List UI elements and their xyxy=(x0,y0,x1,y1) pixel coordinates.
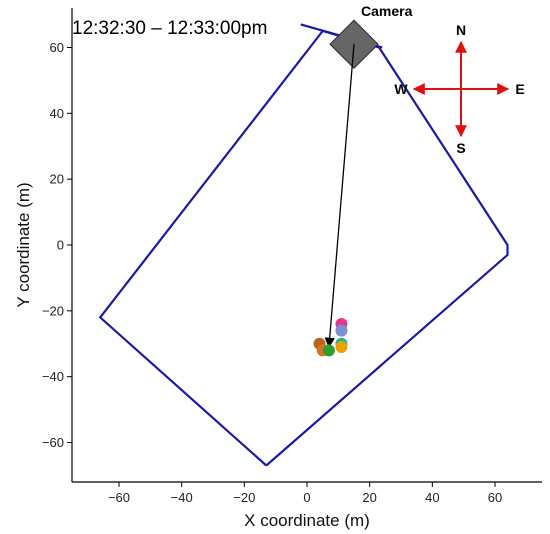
chart-title: 12:32:30 – 12:33:00pm xyxy=(72,18,267,39)
y-tick-label: 0 xyxy=(57,238,64,253)
compass-label-south: S xyxy=(456,140,465,156)
x-tick-label: 60 xyxy=(488,490,502,505)
compass-label-west: W xyxy=(394,81,408,97)
y-axis-title: Y coordinate (m) xyxy=(14,182,33,307)
axes-layer: −60 −40 −20 0 20 40 60 −60 −40 −20 0 20 40 60 xyxy=(42,8,542,505)
x-axis-title: X coordinate (m) xyxy=(244,511,370,530)
compass-label-east: E xyxy=(515,81,524,97)
y-tick-label: −20 xyxy=(42,303,64,318)
y-tick-label: −60 xyxy=(42,435,64,450)
x-tick-label: 40 xyxy=(425,490,439,505)
points-layer xyxy=(313,318,348,357)
x-tick-label: 0 xyxy=(303,490,310,505)
x-tick-label: −60 xyxy=(108,490,130,505)
data-point xyxy=(335,324,348,337)
boundary-line xyxy=(98,29,509,467)
x-tick-label: 20 xyxy=(362,490,376,505)
data-point xyxy=(322,344,335,357)
boundary-layer xyxy=(98,29,509,467)
x-tick-label: −40 xyxy=(171,490,193,505)
data-point xyxy=(335,341,348,354)
y-tick-label: 20 xyxy=(50,172,64,187)
compass-label-north: N xyxy=(456,22,466,38)
y-tick-label: 40 xyxy=(50,106,64,121)
x-tick-label: −20 xyxy=(233,490,255,505)
camera-label: Camera xyxy=(361,3,413,19)
y-tick-label: 60 xyxy=(50,40,64,55)
camera-arrow xyxy=(324,44,355,349)
camera-layer: Camera xyxy=(300,3,413,349)
compass-layer: N S E W xyxy=(394,22,524,156)
y-tick-label: −40 xyxy=(42,369,64,384)
